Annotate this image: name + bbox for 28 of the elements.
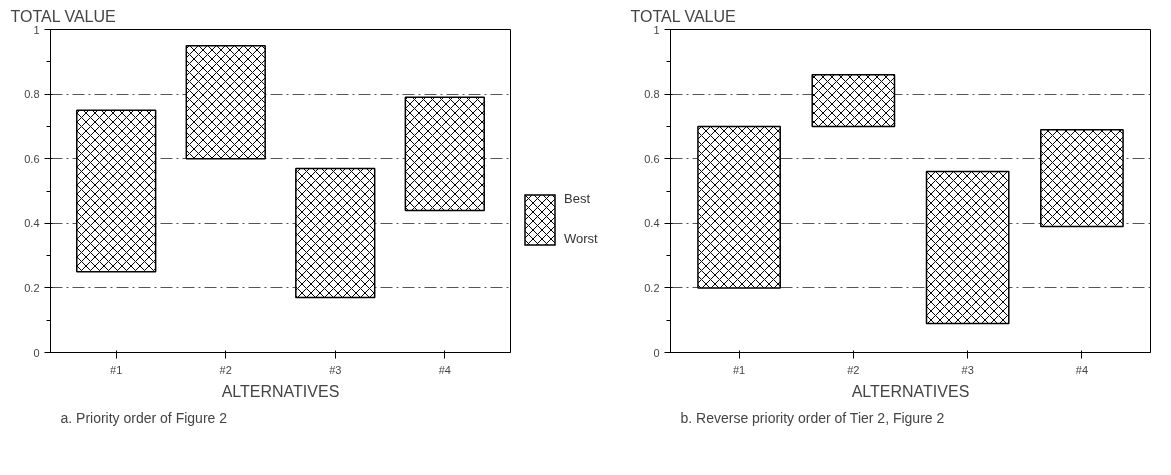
y-tick-label: 0.6: [24, 152, 40, 165]
y-tick-label: 1: [33, 23, 40, 36]
text: b. Reverse priority order of Tier 2, Figure 2: [680, 409, 945, 426]
x-tick-label: #3: [329, 363, 342, 376]
y-axis-title: TOTAL VALUE: [630, 7, 736, 25]
x-axis-title: ALTERNATIVES: [221, 382, 340, 400]
text: Worst: [564, 230, 598, 248]
y-tick-label: 0: [33, 346, 40, 359]
y-tick-label: 0.8: [24, 88, 40, 101]
x-axis-title: ALTERNATIVES: [851, 382, 970, 400]
text: a. Priority order of Figure 2: [60, 409, 228, 426]
y-tick-label: 0.6: [644, 152, 660, 165]
y-tick-label: 0.4: [24, 217, 40, 230]
y-tick-label: 0: [653, 346, 660, 359]
x-tick-label: #1: [732, 363, 746, 376]
y-tick-label: 0.2: [644, 281, 660, 294]
y-tick-label: 1: [653, 23, 660, 36]
x-tick-label: #4: [1075, 363, 1089, 376]
x-tick-label: #3: [961, 363, 974, 376]
y-axis-title: TOTAL VALUE: [10, 7, 116, 25]
x-tick-label: #2: [847, 363, 860, 376]
x-tick-label: #1: [110, 363, 123, 376]
x-tick-label: #2: [219, 363, 232, 376]
y-tick-label: 0.8: [644, 88, 660, 101]
x-tick-label: #4: [438, 363, 451, 376]
text: Best: [564, 190, 591, 208]
y-tick-label: 0.2: [24, 281, 40, 294]
y-tick-label: 0.4: [644, 217, 660, 230]
